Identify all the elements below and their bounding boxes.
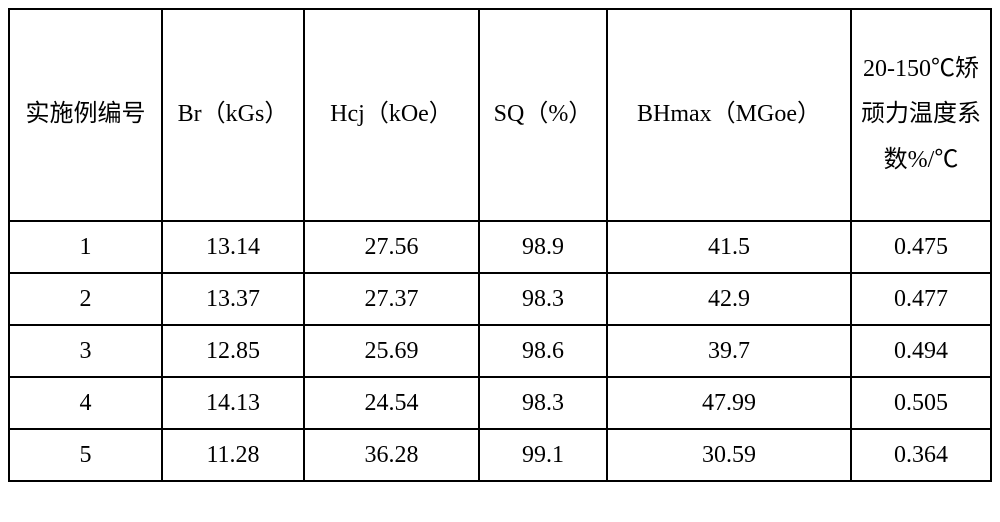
cell-br: 14.13 — [162, 377, 304, 429]
cell-sq: 98.6 — [479, 325, 607, 377]
table-row: 5 11.28 36.28 99.1 30.59 0.364 — [9, 429, 991, 481]
cell-sq: 98.3 — [479, 273, 607, 325]
table-row: 2 13.37 27.37 98.3 42.9 0.477 — [9, 273, 991, 325]
table-body: 1 13.14 27.56 98.9 41.5 0.475 2 13.37 27… — [9, 221, 991, 481]
cell-br: 11.28 — [162, 429, 304, 481]
data-table: 实施例编号 Br（kGs） Hcj（kOe） SQ（%） BHmax（MGoe）… — [8, 8, 992, 482]
table-row: 3 12.85 25.69 98.6 39.7 0.494 — [9, 325, 991, 377]
cell-example-id: 5 — [9, 429, 162, 481]
cell-tempcoef: 0.477 — [851, 273, 991, 325]
cell-hcj: 36.28 — [304, 429, 479, 481]
cell-br: 13.14 — [162, 221, 304, 273]
cell-example-id: 3 — [9, 325, 162, 377]
cell-sq: 98.9 — [479, 221, 607, 273]
cell-bhmax: 47.99 — [607, 377, 851, 429]
cell-bhmax: 39.7 — [607, 325, 851, 377]
cell-br: 13.37 — [162, 273, 304, 325]
cell-br: 12.85 — [162, 325, 304, 377]
cell-bhmax: 30.59 — [607, 429, 851, 481]
column-header-example-id: 实施例编号 — [9, 9, 162, 221]
table-header-row: 实施例编号 Br（kGs） Hcj（kOe） SQ（%） BHmax（MGoe）… — [9, 9, 991, 221]
cell-sq: 99.1 — [479, 429, 607, 481]
column-header-sq: SQ（%） — [479, 9, 607, 221]
column-header-br: Br（kGs） — [162, 9, 304, 221]
cell-sq: 98.3 — [479, 377, 607, 429]
cell-hcj: 25.69 — [304, 325, 479, 377]
cell-hcj: 27.56 — [304, 221, 479, 273]
column-header-bhmax: BHmax（MGoe） — [607, 9, 851, 221]
cell-tempcoef: 0.494 — [851, 325, 991, 377]
cell-tempcoef: 0.364 — [851, 429, 991, 481]
cell-bhmax: 41.5 — [607, 221, 851, 273]
cell-hcj: 24.54 — [304, 377, 479, 429]
cell-example-id: 4 — [9, 377, 162, 429]
cell-bhmax: 42.9 — [607, 273, 851, 325]
table-row: 4 14.13 24.54 98.3 47.99 0.505 — [9, 377, 991, 429]
table-row: 1 13.14 27.56 98.9 41.5 0.475 — [9, 221, 991, 273]
cell-hcj: 27.37 — [304, 273, 479, 325]
cell-tempcoef: 0.475 — [851, 221, 991, 273]
column-header-hcj: Hcj（kOe） — [304, 9, 479, 221]
cell-tempcoef: 0.505 — [851, 377, 991, 429]
cell-example-id: 2 — [9, 273, 162, 325]
column-header-tempcoef: 20-150℃矫顽力温度系数%/℃ — [851, 9, 991, 221]
cell-example-id: 1 — [9, 221, 162, 273]
